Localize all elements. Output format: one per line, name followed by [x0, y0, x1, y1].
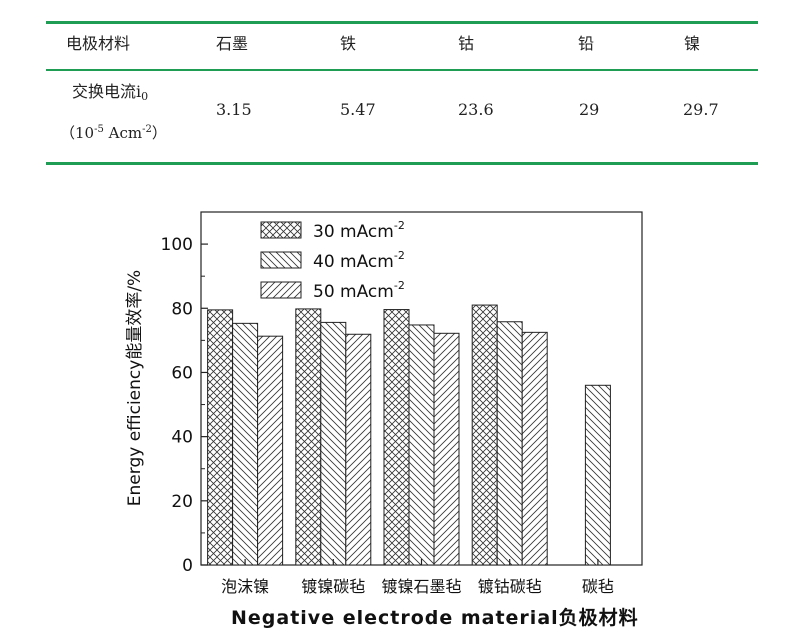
bar — [521, 331, 548, 566]
table-row-label: 交换电流i0 — [72, 82, 149, 103]
table-value: 5.47 — [340, 100, 376, 119]
y-tick-label: 20 — [171, 492, 193, 512]
bar — [471, 304, 498, 566]
y-tick-label: 100 — [161, 235, 193, 255]
legend-label: 50 mAcm-2 — [313, 279, 405, 302]
bar — [257, 335, 284, 566]
y-tick-label: 0 — [182, 556, 193, 576]
bar — [496, 321, 523, 566]
bar — [320, 321, 347, 566]
table-header-col: 铅 — [578, 34, 595, 53]
bar — [584, 384, 611, 566]
bar — [295, 308, 322, 566]
table-value: 29 — [579, 100, 600, 119]
y-tick-label: 80 — [171, 299, 193, 319]
bar — [433, 332, 460, 566]
y-tick-label: 40 — [171, 428, 193, 448]
table-header-col: 钴 — [458, 34, 475, 53]
bar — [207, 309, 234, 566]
x-tick-label: 碳毡 — [582, 577, 614, 596]
x-axis-label: Negative electrode material负极材料 — [231, 606, 639, 629]
table-top-rule — [46, 21, 758, 24]
legend-label: 40 mAcm-2 — [313, 249, 405, 272]
table-bottom-rule — [46, 162, 758, 165]
table-row-unit: （10-5 Acm-2） — [60, 124, 167, 142]
x-tick-label: 镀镍碳毡 — [301, 577, 365, 596]
y-axis-label: Energy efficiency能量效率/% — [125, 270, 145, 506]
bar — [383, 309, 410, 566]
table-value: 3.15 — [216, 100, 252, 119]
bar — [408, 324, 435, 566]
table-header-col: 镍 — [684, 34, 701, 53]
table-mid-rule — [46, 69, 758, 71]
table-header-col: 铁 — [340, 34, 357, 53]
y-tick-label: 60 — [171, 363, 193, 383]
table-header-label: 电极材料 — [66, 34, 131, 53]
bar — [345, 333, 372, 566]
table-value: 29.7 — [683, 100, 719, 119]
exchange-current-table: 电极材料 石墨 铁 钴 铅 镍 交换电流i0 （10-5 Acm-2） 3.15… — [46, 0, 758, 170]
legend-label: 30 mAcm-2 — [313, 219, 405, 242]
bar — [232, 322, 259, 566]
table-value: 23.6 — [458, 100, 494, 119]
x-tick-label: 泡沫镍 — [221, 577, 269, 596]
x-tick-label: 镀钴碳毡 — [478, 577, 542, 596]
legend-swatch — [260, 281, 302, 299]
legend-swatch — [260, 251, 302, 269]
energy-efficiency-chart: 0 20 40 60 80 100 泡沫镍 镀镍碳毡 镀镍石墨毡 镀钴碳毡 碳毡 30 mAcm-… — [125, 211, 643, 629]
table-header-col: 石墨 — [216, 34, 249, 53]
x-tick-label: 镀镍石墨毡 — [381, 577, 461, 596]
legend-swatch — [260, 221, 302, 239]
